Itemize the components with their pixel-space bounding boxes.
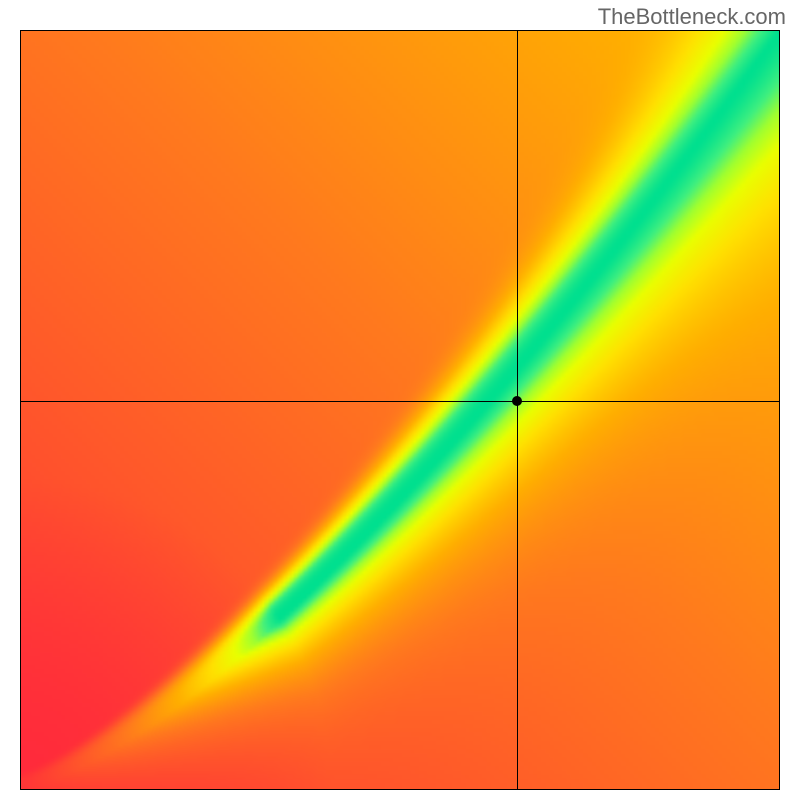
- heatmap-canvas: [21, 31, 779, 789]
- watermark-text: TheBottleneck.com: [598, 4, 786, 30]
- crosshair-horizontal: [21, 401, 779, 402]
- plot-area: [20, 30, 780, 790]
- chart-container: TheBottleneck.com: [0, 0, 800, 800]
- marker-dot: [512, 396, 522, 406]
- crosshair-vertical: [517, 31, 518, 789]
